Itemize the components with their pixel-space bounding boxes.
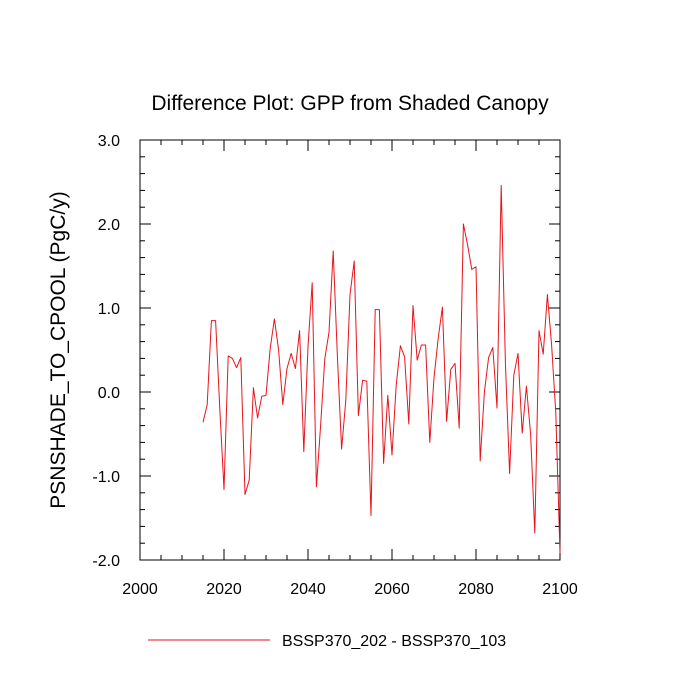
x-tick-label: 2060 [374, 581, 410, 598]
legend: BSSP370_202 - BSSP370_103 [148, 633, 506, 650]
x-tick-label: 2040 [290, 581, 326, 598]
series-layer [202, 184, 561, 554]
y-tick-label: -2.0 [92, 553, 120, 570]
y-tick-label: 3.0 [98, 133, 120, 150]
y-tick-label: 2.0 [98, 217, 120, 234]
plot-border [139, 139, 561, 561]
series-line [202, 184, 561, 554]
plot-frame [139, 139, 561, 561]
x-tick-label: 2100 [542, 581, 578, 598]
y-tick-label: 1.0 [98, 301, 120, 318]
y-tick-label: 0.0 [98, 385, 120, 402]
y-tick-label: -1.0 [92, 469, 120, 486]
chart-title: Difference Plot: GPP from Shaded Canopy [151, 92, 549, 115]
x-tick-label: 2080 [458, 581, 494, 598]
x-tick-label: 2000 [122, 581, 158, 598]
legend-label: BSSP370_202 - BSSP370_103 [282, 633, 506, 650]
axis-ticks [139, 139, 561, 561]
y-axis-label: PSNSHADE_TO_CPOOL (PgC/y) [47, 191, 70, 508]
axis-tick-labels: 2000 2020 2040 2060 2080 2100 -2.0 -1.0 0.0 1.0 2.… [92, 133, 577, 598]
x-tick-label: 2020 [206, 581, 242, 598]
